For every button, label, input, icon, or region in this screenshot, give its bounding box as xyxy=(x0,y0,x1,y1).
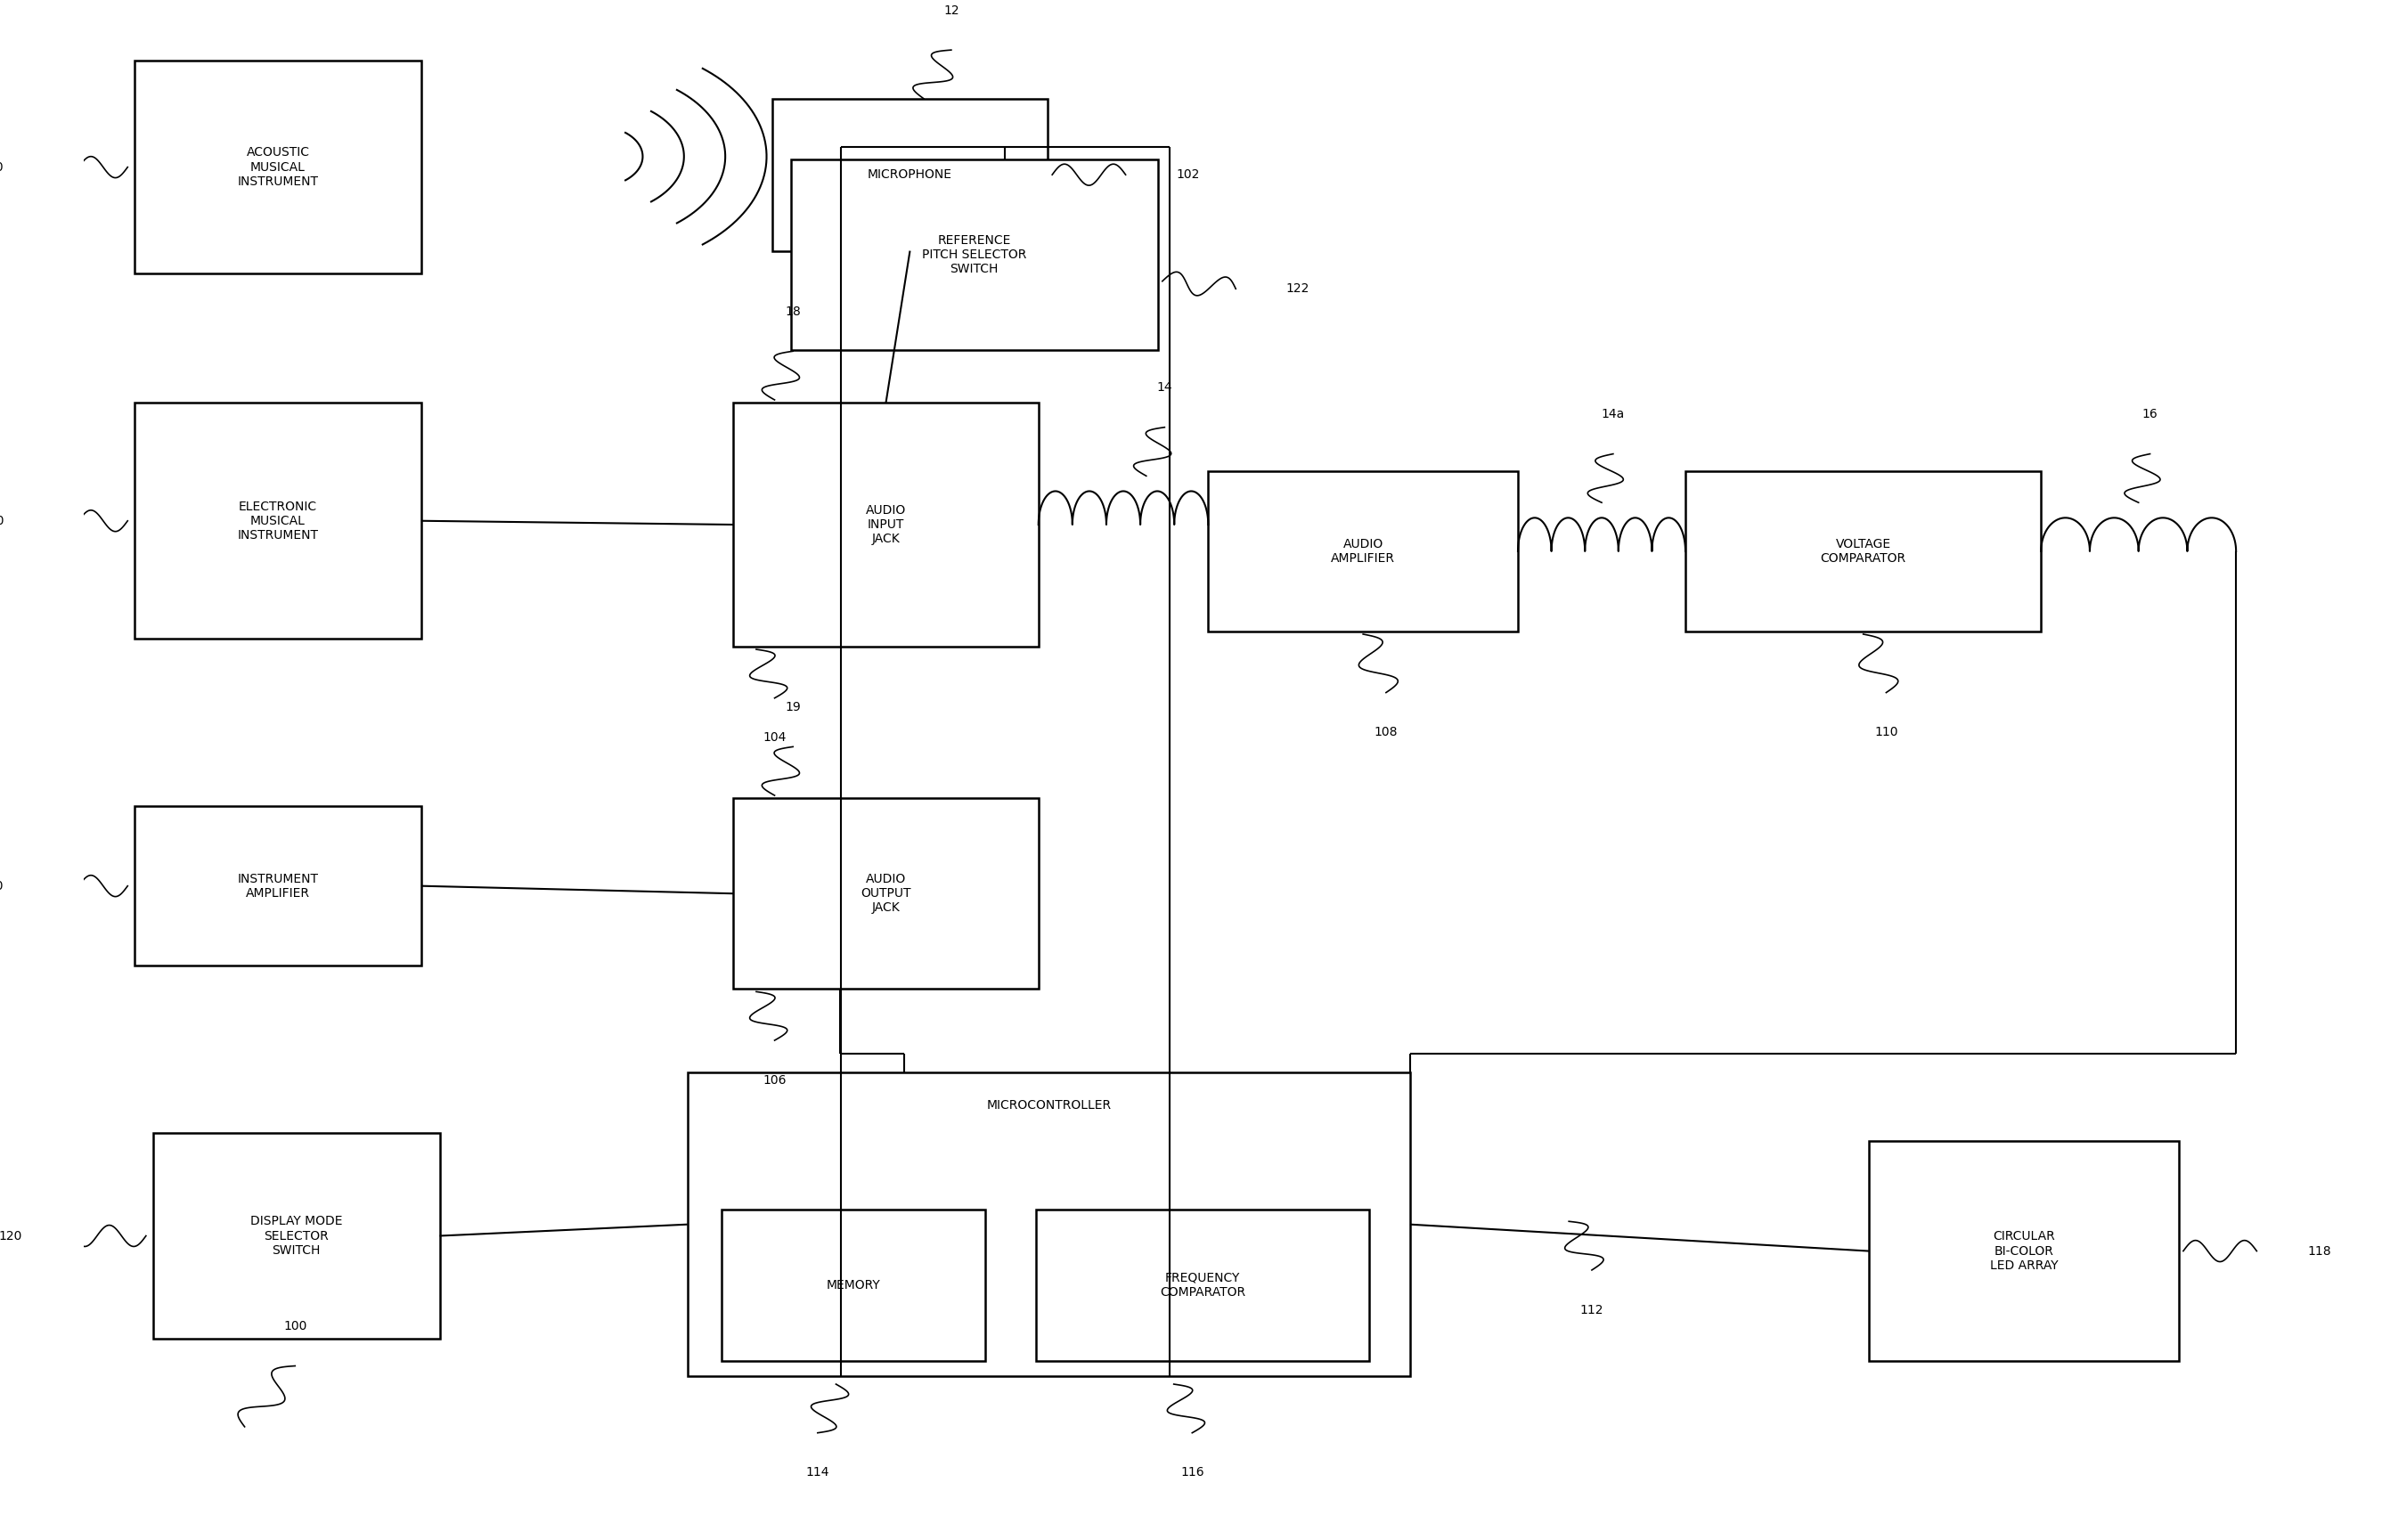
Text: CIRCULAR
BI-COLOR
LED ARRAY: CIRCULAR BI-COLOR LED ARRAY xyxy=(1989,1230,2058,1272)
Bar xyxy=(1208,471,1517,631)
Text: 12: 12 xyxy=(943,5,960,17)
Text: AUDIO
INPUT
JACK: AUDIO INPUT JACK xyxy=(865,504,905,545)
Text: 116: 116 xyxy=(1181,1466,1203,1478)
Text: FREQUENCY
COMPARATOR: FREQUENCY COMPARATOR xyxy=(1160,1272,1246,1298)
Text: 122: 122 xyxy=(1286,283,1310,296)
Bar xyxy=(791,160,1158,350)
Text: 10: 10 xyxy=(0,160,5,174)
Text: VOLTAGE
COMPARATOR: VOLTAGE COMPARATOR xyxy=(1820,537,1906,565)
Bar xyxy=(133,805,422,966)
Text: 19: 19 xyxy=(786,701,800,713)
Text: 18: 18 xyxy=(786,305,800,317)
Text: 118: 118 xyxy=(2308,1244,2332,1257)
Text: 110: 110 xyxy=(1875,725,1898,739)
Bar xyxy=(772,99,1048,251)
Text: 108: 108 xyxy=(1374,725,1398,739)
Text: MICROCONTROLLER: MICROCONTROLLER xyxy=(986,1100,1110,1112)
Text: AUDIO
OUTPUT
JACK: AUDIO OUTPUT JACK xyxy=(860,873,910,915)
Text: 14a: 14a xyxy=(1601,408,1625,420)
Text: REFERENCE
PITCH SELECTOR
SWITCH: REFERENCE PITCH SELECTOR SWITCH xyxy=(922,234,1027,276)
Bar xyxy=(1686,471,2041,631)
Text: 114: 114 xyxy=(805,1466,829,1478)
Text: MICROPHONE: MICROPHONE xyxy=(867,168,953,182)
Text: 120: 120 xyxy=(0,1229,21,1243)
Text: 102: 102 xyxy=(1177,168,1201,182)
Bar xyxy=(1870,1141,2180,1361)
Text: 112: 112 xyxy=(1579,1303,1603,1317)
Text: 30: 30 xyxy=(0,879,5,892)
Text: 104: 104 xyxy=(762,732,786,744)
Bar xyxy=(688,1072,1410,1377)
Text: 14: 14 xyxy=(1158,382,1172,394)
Text: 20: 20 xyxy=(0,514,5,527)
Text: 106: 106 xyxy=(762,1073,786,1086)
Text: MEMORY: MEMORY xyxy=(827,1280,881,1292)
Bar xyxy=(152,1133,441,1338)
Bar xyxy=(734,403,1039,647)
Bar xyxy=(133,60,422,274)
Text: 100: 100 xyxy=(283,1320,307,1332)
Text: ACOUSTIC
MUSICAL
INSTRUMENT: ACOUSTIC MUSICAL INSTRUMENT xyxy=(238,146,319,188)
Bar xyxy=(722,1209,986,1361)
Text: ELECTRONIC
MUSICAL
INSTRUMENT: ELECTRONIC MUSICAL INSTRUMENT xyxy=(238,501,319,542)
Text: INSTRUMENT
AMPLIFIER: INSTRUMENT AMPLIFIER xyxy=(238,873,319,899)
Bar xyxy=(1036,1209,1370,1361)
Text: AUDIO
AMPLIFIER: AUDIO AMPLIFIER xyxy=(1332,537,1396,565)
Bar xyxy=(133,403,422,639)
Bar xyxy=(734,798,1039,989)
Text: DISPLAY MODE
SELECTOR
SWITCH: DISPLAY MODE SELECTOR SWITCH xyxy=(250,1215,343,1257)
Text: 16: 16 xyxy=(2141,408,2158,420)
